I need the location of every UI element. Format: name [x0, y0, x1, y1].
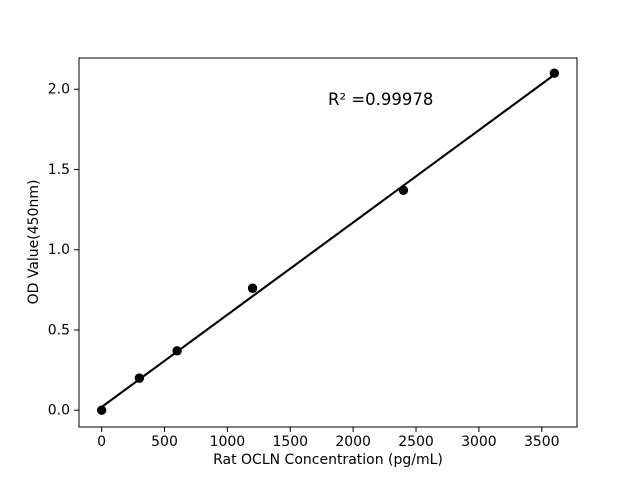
- x-tick-label: 1000: [210, 434, 246, 450]
- data-point: [134, 373, 145, 383]
- y-axis-label: OD Value(450nm): [26, 180, 42, 305]
- x-tick-label: 1500: [272, 434, 308, 450]
- data-point: [398, 185, 409, 196]
- y-tick-label: 2.0: [48, 82, 70, 98]
- x-tick-label: 3000: [461, 434, 497, 450]
- y-tick-label: 1.5: [48, 162, 70, 178]
- plot-frame: [78, 57, 578, 428]
- y-tick-label: 0.0: [48, 403, 70, 419]
- x-axis-label: Rat OCLN Concentration (pg/mL): [213, 452, 443, 468]
- y-tick-label: 0.5: [48, 322, 70, 338]
- data-point: [549, 68, 560, 78]
- r-squared-annotation: R² =0.99978: [328, 90, 433, 109]
- fit-line: [100, 73, 556, 409]
- x-tick-label: 3500: [524, 434, 560, 450]
- data-point: [247, 283, 258, 293]
- data-point: [96, 405, 107, 415]
- x-tick-label: 500: [151, 434, 178, 450]
- plot-elements: 0 500 1000 1500 2000 2500 3000 3500 0.0 0.5 1.0 1.5…: [48, 68, 560, 450]
- x-tick-label: 2000: [335, 434, 371, 450]
- x-tick-label: 2500: [398, 434, 434, 450]
- data-point: [172, 346, 182, 356]
- y-tick-label: 1.0: [48, 242, 70, 258]
- x-tick-label: 0: [97, 434, 106, 450]
